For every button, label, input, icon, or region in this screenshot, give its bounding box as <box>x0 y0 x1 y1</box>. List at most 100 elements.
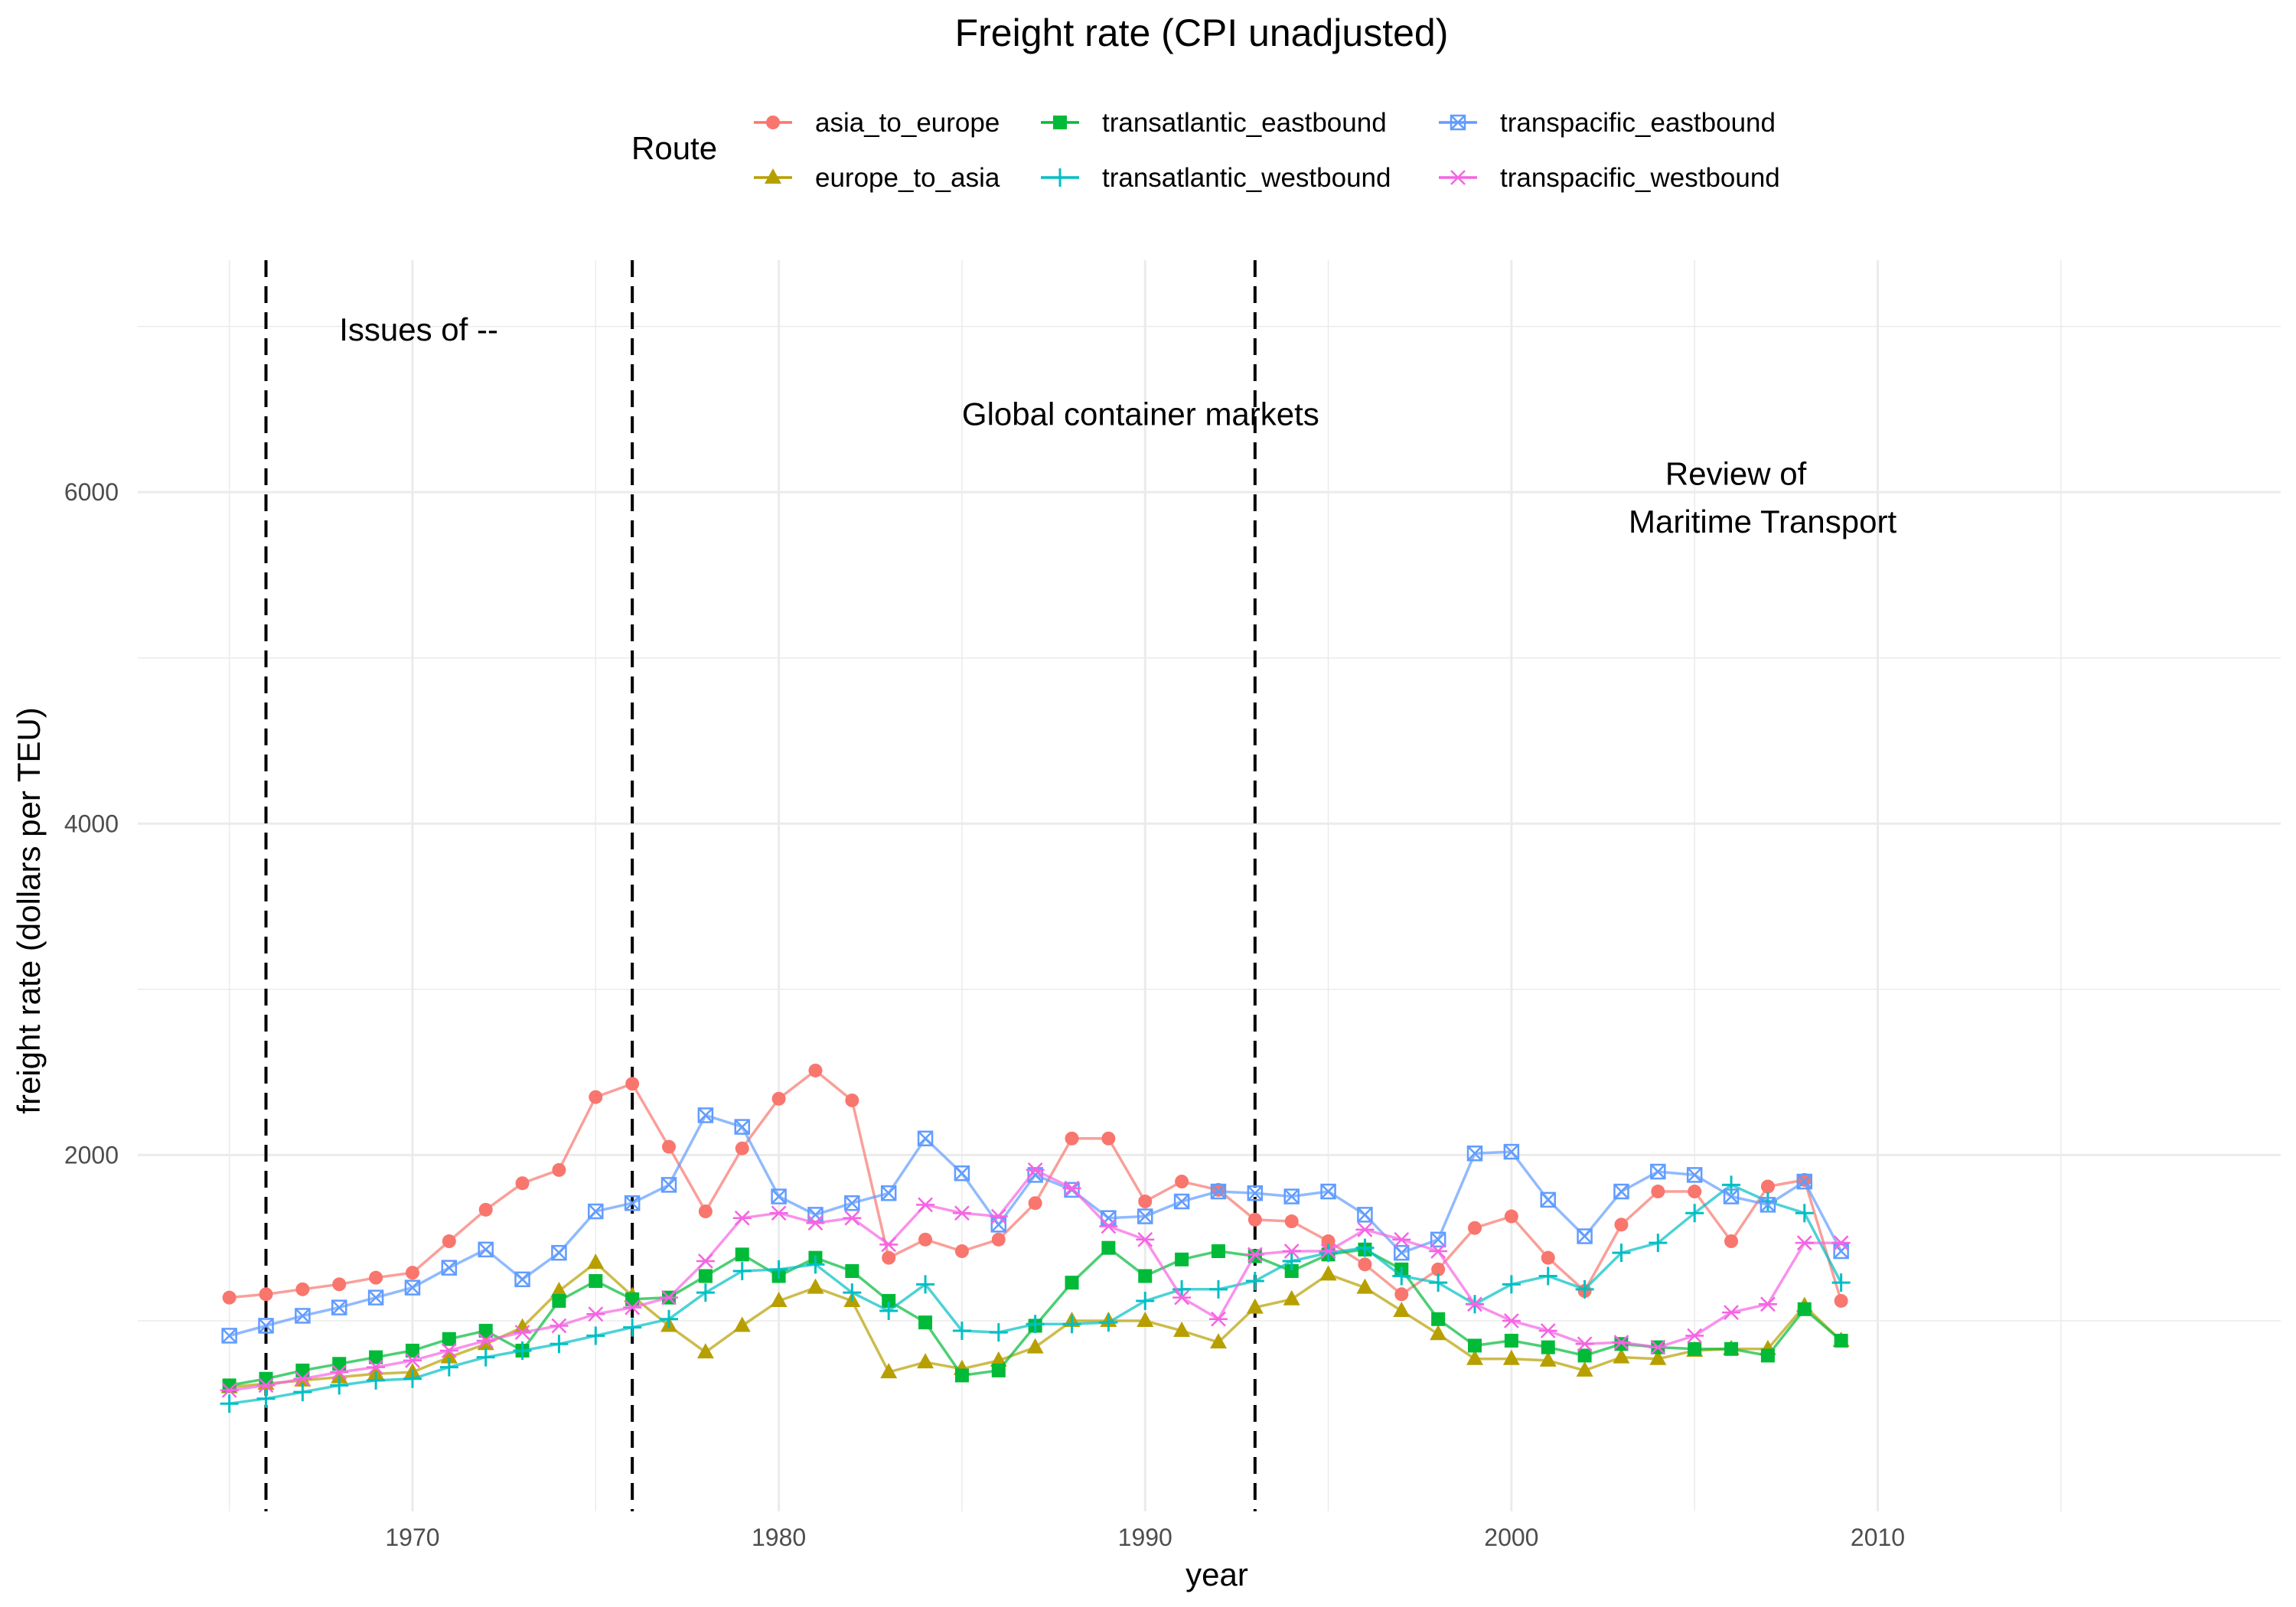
data-point <box>1211 1244 1225 1259</box>
legend-key-marker <box>1053 116 1067 129</box>
data-point <box>332 1357 347 1371</box>
data-point <box>989 1208 1008 1224</box>
data-point <box>1136 1231 1155 1247</box>
data-point <box>367 1371 386 1390</box>
data-point <box>807 1278 824 1294</box>
data-point <box>1282 1252 1301 1270</box>
data-point <box>624 1195 641 1211</box>
data-point <box>1319 1244 1338 1259</box>
data-point <box>1062 1315 1081 1334</box>
data-point <box>1173 1193 1190 1210</box>
data-point <box>1502 1313 1521 1328</box>
data-point <box>734 1119 750 1135</box>
series-line <box>229 1113 1843 1338</box>
data-point <box>952 1205 971 1221</box>
legend-item-europe-to-asia: europe_to_asia <box>754 163 1000 193</box>
data-point <box>1247 1185 1264 1201</box>
data-point <box>220 1394 239 1413</box>
data-point <box>771 1188 787 1204</box>
data-point <box>991 1363 1006 1377</box>
x-tick-label: 2000 <box>1484 1524 1538 1551</box>
series-line <box>229 1069 1843 1302</box>
data-point <box>1394 1244 1410 1261</box>
data-point <box>1247 1212 1262 1227</box>
annotation-text: Issues of -- <box>339 311 498 347</box>
data-point <box>442 1332 456 1346</box>
data-point <box>1833 1243 1849 1260</box>
data-point <box>367 1289 384 1305</box>
data-point <box>1026 1162 1045 1178</box>
data-point <box>879 1237 899 1253</box>
data-point <box>1538 1323 1557 1338</box>
data-point <box>513 1325 532 1341</box>
data-point <box>1138 1269 1153 1283</box>
data-point <box>403 1353 422 1368</box>
data-point <box>1319 1265 1337 1281</box>
data-point <box>660 1289 679 1305</box>
data-point <box>552 1162 566 1177</box>
data-point <box>880 1363 898 1379</box>
data-point <box>330 1364 349 1380</box>
data-point <box>1429 1244 1448 1259</box>
data-point <box>1394 1287 1409 1302</box>
data-point <box>404 1279 421 1296</box>
data-point <box>1356 1278 1374 1294</box>
data-point <box>1284 1214 1299 1229</box>
data-point <box>1358 1257 1372 1272</box>
data-point <box>587 1253 605 1270</box>
data-point <box>1208 1279 1228 1299</box>
data-point <box>256 1377 276 1393</box>
data-point <box>1575 1279 1594 1299</box>
data-point <box>1722 1175 1741 1195</box>
x-tick-label: 1980 <box>752 1524 806 1551</box>
data-point <box>1834 1293 1848 1308</box>
data-point <box>625 1077 640 1091</box>
data-point <box>880 1185 897 1201</box>
data-point <box>586 1306 605 1322</box>
legend-label: transpacific_westbound <box>1500 163 1780 193</box>
annotation-text: Review of <box>1665 455 1807 491</box>
data-point <box>514 1318 531 1334</box>
data-point <box>588 1203 604 1220</box>
x-axis-label: year <box>1186 1556 1248 1592</box>
series-transatlantic-westbound <box>220 1175 1851 1413</box>
y-axis-label: freight rate (dollars per TEU) <box>11 707 47 1113</box>
data-point <box>1577 1228 1593 1244</box>
data-point <box>1612 1244 1631 1263</box>
data-point <box>1651 1185 1665 1199</box>
data-point <box>954 1165 970 1182</box>
data-point <box>259 1287 273 1302</box>
data-point <box>1834 1333 1848 1348</box>
data-point <box>769 1260 788 1279</box>
data-point <box>1503 1143 1520 1160</box>
legend-label: transatlantic_westbound <box>1102 163 1391 193</box>
data-point <box>1137 1311 1154 1327</box>
legend-label: asia_to_europe <box>815 108 1000 138</box>
data-point <box>1466 1296 1485 1312</box>
data-point <box>732 1261 752 1280</box>
data-point <box>441 1260 458 1276</box>
chart-title: Freight rate (CPI unadjusted) <box>955 11 1449 54</box>
legend-item-transatlantic-eastbound: transatlantic_eastbound <box>1041 108 1387 138</box>
legend-label: transpacific_eastbound <box>1500 108 1776 138</box>
data-point <box>1393 1301 1411 1317</box>
data-point <box>1208 1311 1228 1327</box>
data-point <box>1724 1341 1739 1356</box>
x-tick-label: 2010 <box>1851 1524 1905 1551</box>
data-point <box>256 1389 276 1408</box>
data-point <box>1065 1276 1079 1290</box>
data-point <box>1099 1218 1118 1234</box>
data-point <box>1722 1305 1741 1321</box>
data-point <box>1355 1238 1375 1257</box>
data-point <box>732 1210 752 1226</box>
legend-key-marker <box>766 116 780 129</box>
data-point <box>1468 1338 1482 1353</box>
data-point <box>1575 1336 1594 1352</box>
data-point <box>1101 1131 1116 1146</box>
data-point <box>806 1215 825 1231</box>
data-point <box>698 1204 713 1219</box>
data-point <box>696 1283 715 1302</box>
legend-label: transatlantic_eastbound <box>1102 108 1387 138</box>
data-point <box>1355 1221 1375 1237</box>
data-point <box>1321 1234 1336 1249</box>
